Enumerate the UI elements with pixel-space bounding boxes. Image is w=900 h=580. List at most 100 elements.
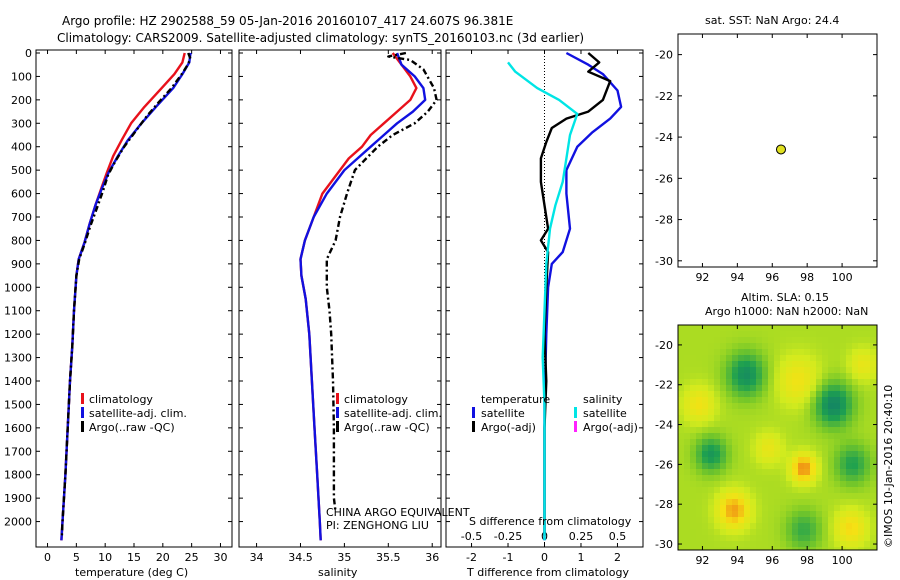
sla-cell	[780, 475, 786, 481]
sla-cell	[870, 475, 876, 481]
sla-cell	[732, 367, 738, 373]
pi-label: PI: ZENGHONG LIU	[326, 519, 429, 532]
sla-cell	[756, 481, 762, 487]
sla-cell	[678, 457, 684, 463]
sla-cell	[720, 445, 726, 451]
sla-cell	[732, 409, 738, 415]
sla-cell	[726, 499, 732, 505]
sla-cell	[684, 427, 690, 433]
sla-cell	[786, 343, 792, 349]
sla-cell	[774, 481, 780, 487]
sla-cell	[792, 475, 798, 481]
sla-cell	[852, 499, 858, 505]
sla-cell	[816, 391, 822, 397]
depth-tick-label: 1000	[4, 281, 32, 294]
sla-cell	[792, 499, 798, 505]
sla-cell	[702, 511, 708, 517]
map-y-tick-label: -28	[655, 498, 673, 511]
sla-cell	[678, 325, 684, 331]
sla-cell	[804, 415, 810, 421]
sla-cell	[870, 325, 876, 331]
sla-cell	[864, 379, 870, 385]
sla-cell	[720, 361, 726, 367]
sla-cell	[768, 451, 774, 457]
sla-cell	[846, 343, 852, 349]
x2-tick-label: -0.25	[494, 530, 522, 543]
sla-cell	[762, 445, 768, 451]
sla-cell	[732, 343, 738, 349]
sla-cell	[756, 457, 762, 463]
sla-cell	[864, 487, 870, 493]
sla-cell	[780, 343, 786, 349]
sla-cell	[702, 367, 708, 373]
sla-cell	[768, 397, 774, 403]
sla-cell	[786, 451, 792, 457]
sla-cell	[762, 451, 768, 457]
sla-cell	[798, 391, 804, 397]
sla-cell	[720, 409, 726, 415]
sla-cell	[762, 475, 768, 481]
sla-cell	[702, 331, 708, 337]
sla-cell	[870, 331, 876, 337]
sla-cell	[714, 325, 720, 331]
sla-map	[678, 325, 877, 550]
sla-cell	[714, 499, 720, 505]
sla-cell	[690, 379, 696, 385]
sla-cell	[828, 523, 834, 529]
sla-cell	[738, 349, 744, 355]
sla-cell	[726, 505, 732, 511]
sla-cell	[774, 505, 780, 511]
sla-cell	[702, 493, 708, 499]
sla-cell	[870, 517, 876, 523]
sla-cell	[702, 385, 708, 391]
sla-cell	[726, 439, 732, 445]
sla-cell	[774, 337, 780, 343]
sla-cell	[684, 325, 690, 331]
sla-cell	[762, 463, 768, 469]
sla-cell	[870, 379, 876, 385]
sla-cell	[846, 325, 852, 331]
sla-cell	[774, 499, 780, 505]
sla-cell	[786, 517, 792, 523]
sla-cell	[834, 367, 840, 373]
sla-cell	[786, 469, 792, 475]
sla-cell	[756, 505, 762, 511]
sla-cell	[816, 379, 822, 385]
sla-cell	[822, 439, 828, 445]
sla-cell	[840, 457, 846, 463]
sla-cell	[840, 361, 846, 367]
sla-cell	[798, 547, 804, 550]
sla-cell	[732, 481, 738, 487]
sla-cell	[768, 481, 774, 487]
legend-label-s-argo: Argo(-adj)	[583, 421, 638, 434]
sla-cell	[774, 547, 780, 550]
sla-cell	[756, 421, 762, 427]
sla-cell	[828, 337, 834, 343]
sla-cell	[744, 439, 750, 445]
sla-cell	[744, 367, 750, 373]
legend-swatch-t-satellite	[472, 407, 475, 418]
sla-cell	[684, 331, 690, 337]
sla-cell	[714, 379, 720, 385]
sla-cell	[780, 373, 786, 379]
sla-cell	[696, 433, 702, 439]
sla-cell	[678, 463, 684, 469]
sla-cell	[864, 475, 870, 481]
sla-cell	[792, 355, 798, 361]
sla-cell	[786, 547, 792, 550]
sla-cell	[696, 535, 702, 541]
sla-cell	[732, 505, 738, 511]
sla-cell	[810, 385, 816, 391]
sla-cell	[714, 373, 720, 379]
sla-cell	[738, 475, 744, 481]
sla-cell	[726, 481, 732, 487]
sla-cell	[786, 349, 792, 355]
sla-cell	[726, 463, 732, 469]
sla-cell	[738, 385, 744, 391]
map-y-tick-label: -24	[655, 131, 673, 144]
sla-cell	[762, 343, 768, 349]
sla-cell	[732, 529, 738, 535]
sla-cell	[702, 481, 708, 487]
sla-cell	[792, 439, 798, 445]
sla-cell	[678, 421, 684, 427]
